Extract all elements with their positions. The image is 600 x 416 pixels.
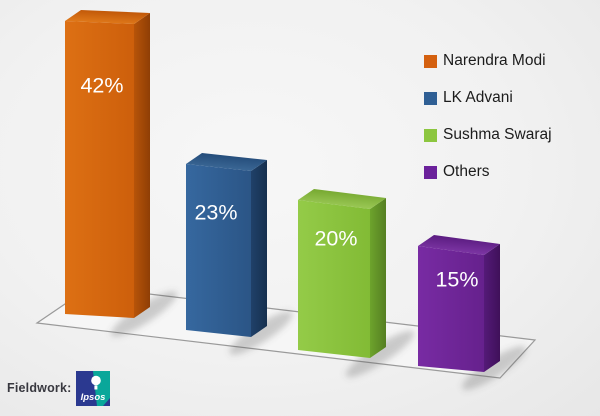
bar-front-face bbox=[65, 21, 134, 318]
bar-side-face bbox=[134, 13, 150, 318]
fieldwork-label: Fieldwork: bbox=[7, 381, 72, 395]
legend-item-narendra-modi: Narendra Modi bbox=[424, 52, 552, 69]
chart-legend: Narendra Modi LK Advani Sushma Swaraj Ot… bbox=[424, 52, 552, 180]
legend-label-others: Others bbox=[443, 163, 490, 180]
bar-top-face bbox=[186, 153, 267, 171]
legend-item-others: Others bbox=[424, 163, 552, 180]
legend-swatch-narendra-modi bbox=[424, 54, 437, 68]
legend-label-lk-advani: LK Advani bbox=[443, 89, 513, 106]
ipsos-logo-mark-stem bbox=[93, 385, 97, 389]
bar-front-face bbox=[298, 200, 370, 358]
bar-shadow bbox=[462, 346, 526, 390]
legend-item-sushma-swaraj: Sushma Swaraj bbox=[424, 126, 552, 143]
bar-shadow bbox=[345, 330, 415, 378]
bar-top-face bbox=[65, 10, 150, 24]
ipsos-logo-text: Ipsos bbox=[80, 392, 105, 403]
legend-label-sushma-swaraj: Sushma Swaraj bbox=[443, 126, 552, 143]
ipsos-logo: Ipsos bbox=[75, 370, 110, 406]
legend-swatch-lk-advani bbox=[424, 91, 437, 105]
bar-value-label-sushma-swaraj: 20% bbox=[314, 227, 357, 251]
bar-lk-advani: 23% bbox=[186, 153, 293, 355]
legend-swatch-sushma-swaraj bbox=[424, 128, 437, 142]
bar-front-face bbox=[418, 246, 484, 372]
bar-sushma-swaraj: 20% bbox=[298, 189, 415, 378]
bar-value-label-narendra-modi: 42% bbox=[80, 74, 123, 98]
bar-front-face bbox=[186, 164, 251, 337]
bar-side-face bbox=[484, 244, 500, 372]
legend-label-narendra-modi: Narendra Modi bbox=[443, 52, 546, 69]
legend-swatch-others bbox=[424, 165, 437, 179]
bar-top-face bbox=[298, 189, 386, 209]
legend-item-lk-advani: LK Advani bbox=[424, 89, 552, 106]
fieldwork-footer: Fieldwork: Ipsos bbox=[7, 370, 110, 406]
bar-shadow bbox=[110, 291, 178, 337]
bar-top-face bbox=[418, 235, 500, 255]
ipsos-logo-mark-icon bbox=[90, 375, 101, 385]
bar-value-label-others: 15% bbox=[435, 268, 478, 292]
bar-value-label-lk-advani: 23% bbox=[194, 201, 237, 225]
bar-side-face bbox=[251, 160, 267, 337]
bar-shadow bbox=[229, 311, 293, 355]
bar-narendra-modi: 42% bbox=[65, 10, 178, 337]
bar-others: 15% bbox=[418, 235, 526, 390]
bar-side-face bbox=[370, 198, 386, 358]
